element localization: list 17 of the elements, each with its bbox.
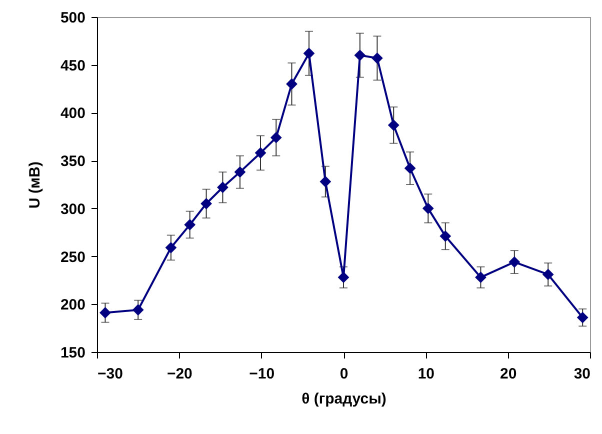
x-tick-label: 10 (418, 366, 435, 382)
y-tick-label: 400 (60, 105, 86, 122)
x-tick-label: −30 (98, 366, 123, 382)
x-tick-label: −10 (249, 366, 275, 382)
x-tick-label: 20 (500, 366, 517, 382)
x-axis-title: θ (градусы) (302, 390, 386, 408)
y-tick-label: 150 (60, 344, 86, 362)
x-tick-label: −20 (166, 366, 192, 382)
x-tick-label: 0 (340, 366, 348, 382)
y-tick-label: 300 (60, 200, 86, 218)
y-tick-label: 350 (60, 153, 86, 170)
y-tick-label: 250 (60, 248, 86, 266)
y-tick-label: 500 (60, 10, 86, 26)
x-tick-label: 30 (574, 366, 590, 382)
y-axis-title: U (мВ) (26, 162, 44, 208)
y-tick-label: 450 (60, 57, 86, 74)
y-tick-label: 200 (60, 296, 86, 314)
